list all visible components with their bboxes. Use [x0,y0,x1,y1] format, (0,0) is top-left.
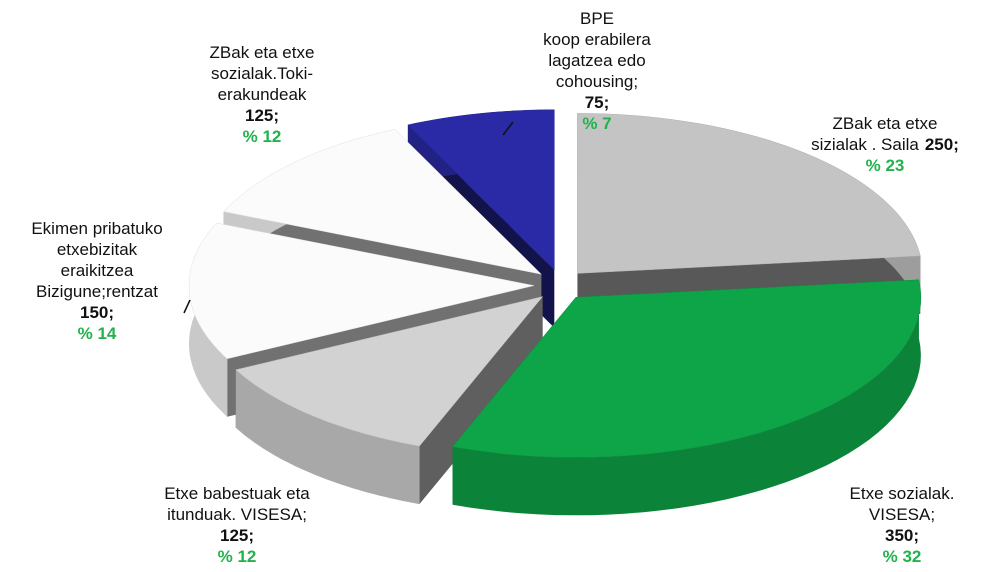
slice [223,129,543,275]
category-label: ZBak eta etxe sizialak . Saila [811,114,938,154]
value-label: 125; [219,526,255,545]
category-label: Etxe sozialak. VISESA; [849,484,955,524]
leader-line [183,299,191,314]
value-label: 75; [584,93,610,112]
category-label: Ekimen pribatuko etxebizitak eraikitzea … [31,219,163,301]
slice-label: Ekimen pribatuko etxebizitak eraikitzea … [0,218,217,344]
category-label: Etxe babestuak eta itunduak. VISESA; [164,484,310,524]
category-label: ZBak eta etxe sozialak.Toki- erakundeak [209,43,315,104]
value-label: 125; [244,106,280,125]
percent-label: % 7 [582,114,612,133]
slice [407,109,555,271]
slice [188,222,535,359]
slice-label: ZBak eta etxe sizialak . Saila 250; % 23 [765,113,994,176]
slice-label: ZBak eta etxe sozialak.Toki- erakundeak 1… [142,42,382,147]
percent-label: % 12 [242,127,282,146]
slice [452,279,922,458]
category-label: BPE koop erabilera lagatzea edo cohousin… [543,9,651,91]
value-label: 350; [884,526,920,545]
leader-line [502,121,514,136]
slice [235,296,544,447]
slice [577,113,921,274]
slice-outer-side [452,279,921,516]
percent-label: % 32 [882,547,922,566]
slice-outer-side [235,369,420,505]
slice-label: BPE koop erabilera lagatzea edo cohousin… [477,8,717,134]
percent-label: % 12 [217,547,257,566]
slice-label: Etxe babestuak eta itunduak. VISESA; 125;… [117,483,357,567]
percent-label: % 14 [77,324,117,343]
percent-label: % 23 [865,156,905,175]
value-label: 250; [924,135,959,154]
value-label: 150; [79,303,115,322]
slice-label: Etxe sozialak. VISESA; 350; % 32 [782,483,994,567]
